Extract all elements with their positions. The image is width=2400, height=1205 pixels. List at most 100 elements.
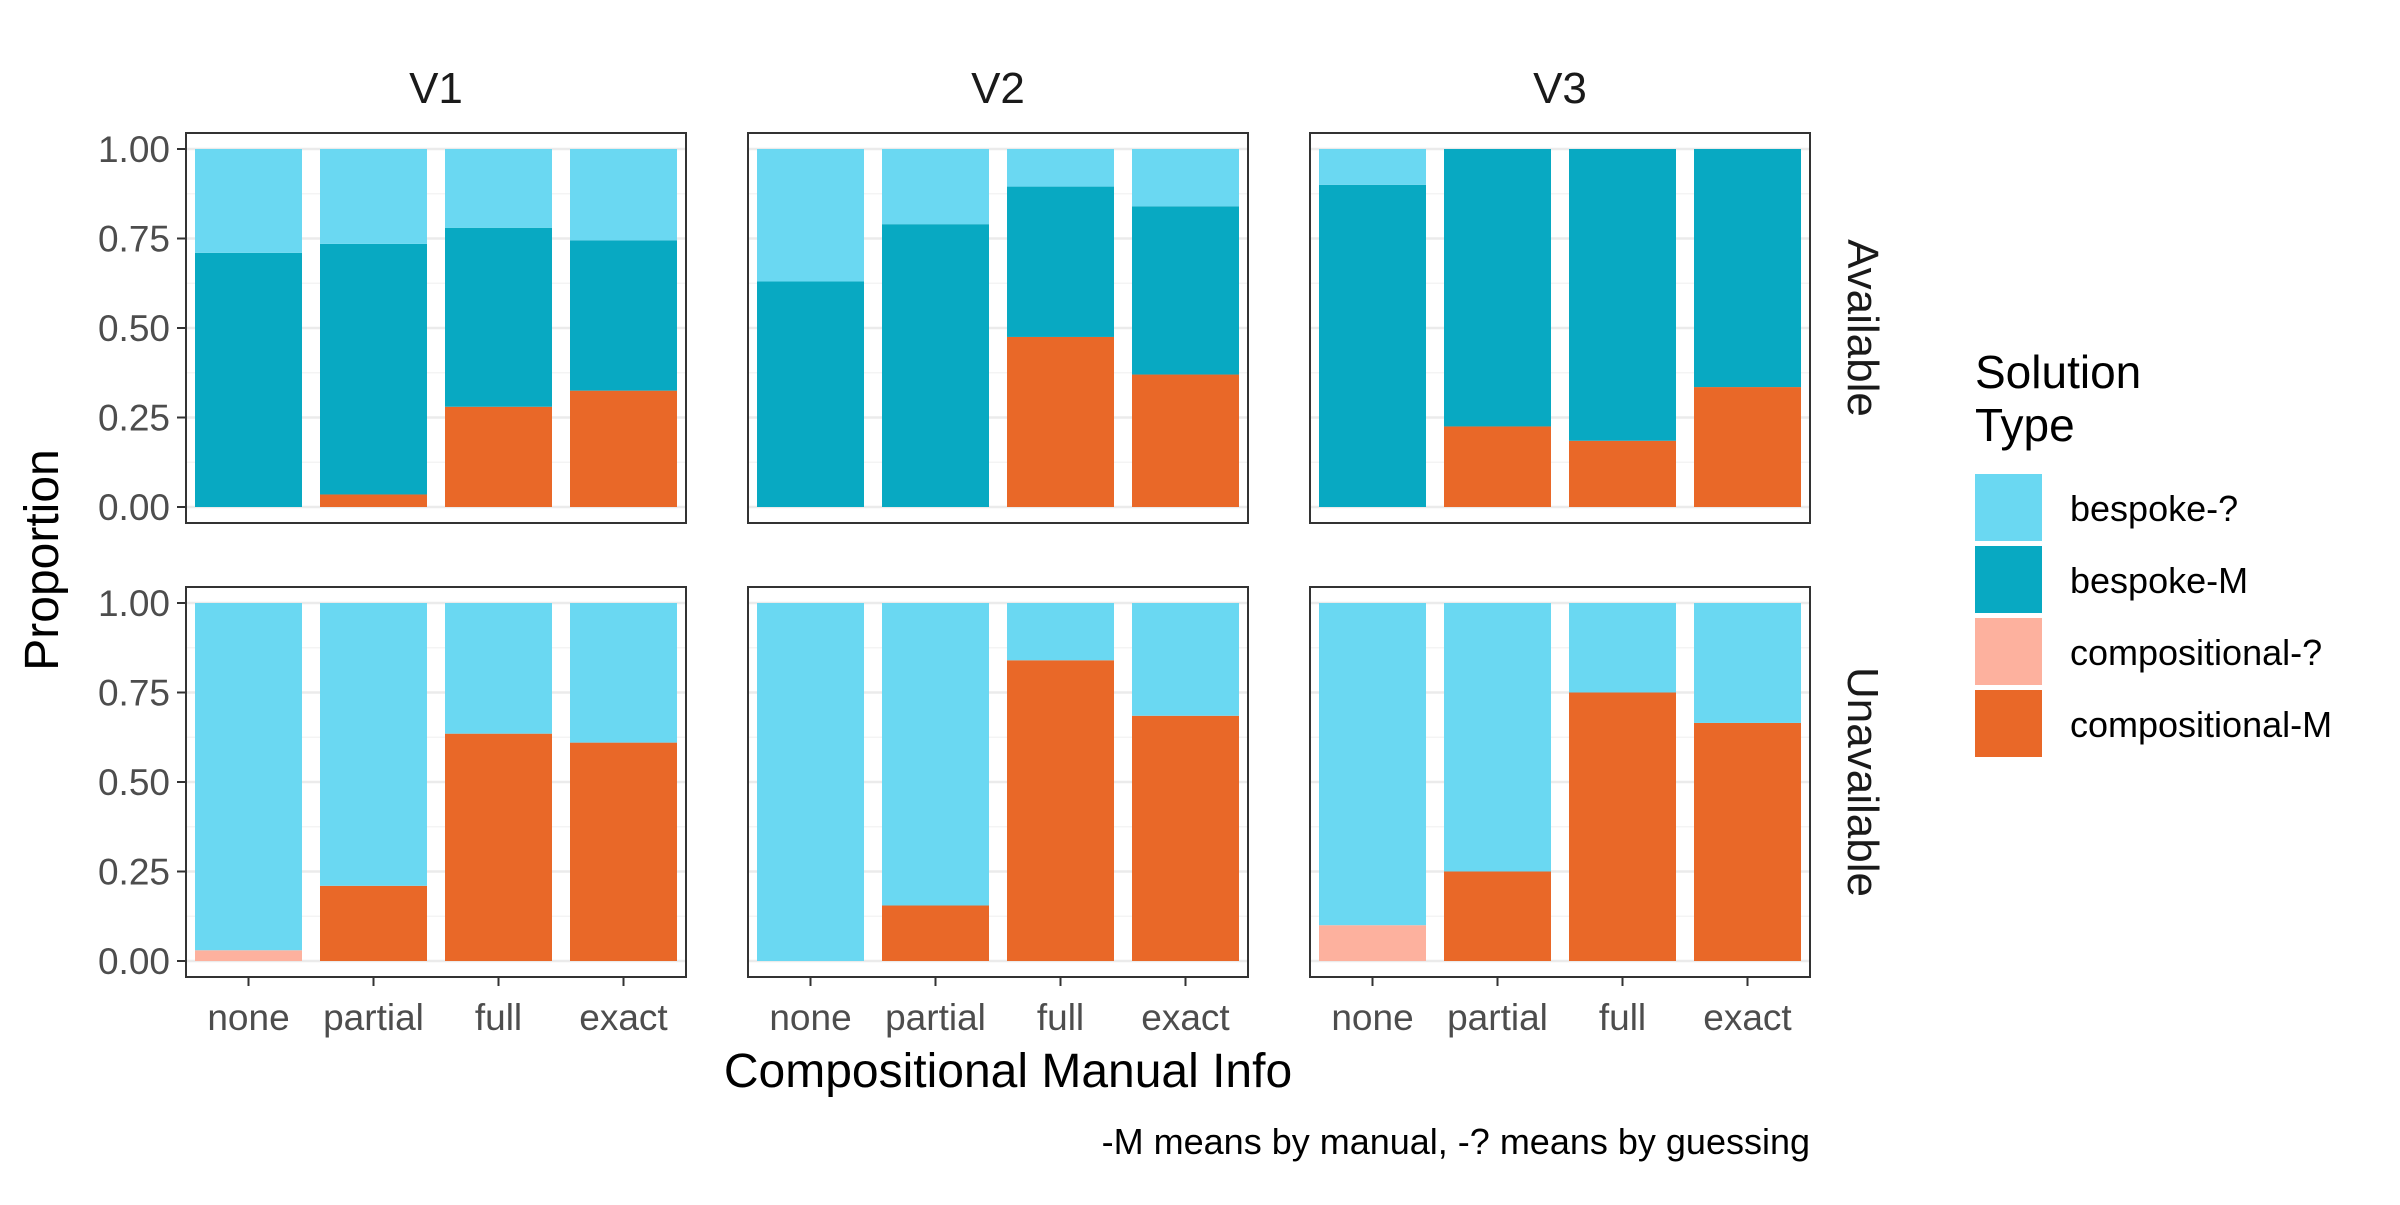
bar-segment-exact-compositional-m <box>570 390 677 507</box>
bar-segment-none-compositional-guess <box>1319 925 1426 961</box>
bar-segment-partial-bespoke-guess <box>882 603 989 906</box>
bar-segment-none-bespoke-guess <box>757 603 864 961</box>
bar-segment-full-bespoke-guess <box>1569 603 1676 693</box>
legend-label-compositional-m: compositional-M <box>2070 704 2332 745</box>
x-tick-label-full: full <box>1599 997 1646 1038</box>
x-tick-label-full: full <box>1037 997 1084 1038</box>
y-tick-label: 0.50 <box>98 762 170 803</box>
y-axis: 0.00 0.25 0.50 0.75 1.00 0.00 0.25 0.50 0.75 1.00 <box>98 129 186 982</box>
panel-border <box>747 132 1249 524</box>
legend-title-line-2: Type <box>1975 399 2075 451</box>
y-axis-title: Proportion <box>16 449 69 670</box>
bar-segment-partial-bespoke-guess <box>882 149 989 225</box>
panel-border <box>1309 586 1811 978</box>
bar-segment-partial-bespoke-m <box>1444 149 1551 427</box>
legend-key-bespoke-guess <box>1975 474 2042 541</box>
panel-border <box>747 586 1249 978</box>
y-tick-label: 1.00 <box>98 583 170 624</box>
bar-segment-exact-bespoke-m <box>1132 206 1239 375</box>
bar-segment-exact-bespoke-guess <box>570 603 677 743</box>
x-tick-label-full: full <box>475 997 522 1038</box>
y-tick-label: 0.00 <box>98 487 170 528</box>
bar-segment-full-compositional-m <box>445 733 552 961</box>
bar-segment-partial-compositional-m <box>320 885 427 961</box>
bar-segment-exact-bespoke-m <box>570 240 677 391</box>
bar-segment-none-bespoke-guess <box>757 149 864 282</box>
panel-v1-available <box>185 132 687 524</box>
bar-segment-none-bespoke-guess <box>1319 149 1426 185</box>
legend-key-bespoke-m <box>1975 546 2042 613</box>
bar-segment-full-compositional-m <box>1007 336 1114 507</box>
legend-key-compositional-m <box>1975 690 2042 757</box>
x-tick-label-none: none <box>1331 997 1413 1038</box>
bar-segment-none-bespoke-m <box>1319 184 1426 508</box>
legend-title-line-1: Solution <box>1975 346 2141 398</box>
bar-segment-full-compositional-m <box>1007 660 1114 961</box>
bar-segment-partial-compositional-m <box>320 494 427 507</box>
bar-segment-partial-compositional-m <box>1444 426 1551 507</box>
panel-border <box>1309 132 1811 524</box>
facet-column-label-v2: V2 <box>971 64 1025 113</box>
y-tick-label: 0.00 <box>98 941 170 982</box>
bar-segment-none-bespoke-m <box>757 281 864 507</box>
x-tick-label-none: none <box>769 997 851 1038</box>
bar-segment-full-bespoke-guess <box>445 149 552 228</box>
legend: Solution Type bespoke-? bespoke-M composit… <box>1975 346 2332 757</box>
legend-label-compositional-guess: compositional-? <box>2070 632 2322 673</box>
bar-segment-full-bespoke-m <box>1007 186 1114 337</box>
bar-segment-full-bespoke-guess <box>1007 149 1114 187</box>
facet-column-label-v3: V3 <box>1533 64 1587 113</box>
legend-label-bespoke-m: bespoke-M <box>2070 560 2248 601</box>
panel-v2-unavailable <box>747 586 1249 978</box>
bar-segment-full-bespoke-m <box>1569 149 1676 441</box>
x-tick-label-partial: partial <box>323 997 424 1038</box>
y-tick-label: 1.00 <box>98 129 170 170</box>
legend-label-bespoke-guess: bespoke-? <box>2070 488 2238 529</box>
facet-strips: V1 V2 V3 Available Unavailable <box>409 64 1887 897</box>
caption: -M means by manual, -? means by guessing <box>1102 1121 1810 1162</box>
bar-segment-full-bespoke-m <box>445 227 552 407</box>
facet-row-label-available: Available <box>1838 239 1887 417</box>
panel-v1-unavailable <box>185 586 687 978</box>
bar-segment-partial-bespoke-m <box>882 224 989 507</box>
x-tick-label-partial: partial <box>1447 997 1548 1038</box>
bar-segment-partial-bespoke-guess <box>320 149 427 244</box>
bar-segment-partial-bespoke-guess <box>1444 603 1551 872</box>
panel-v3-unavailable <box>1309 586 1811 978</box>
y-tick-label: 0.25 <box>98 852 170 893</box>
bar-segment-full-compositional-m <box>445 406 552 507</box>
bar-segment-exact-bespoke-guess <box>1694 603 1801 723</box>
bar-segment-exact-compositional-m <box>1132 715 1239 961</box>
bar-segment-full-compositional-m <box>1569 440 1676 507</box>
x-tick-label-exact: exact <box>579 997 668 1038</box>
x-tick-label-exact: exact <box>1141 997 1230 1038</box>
y-tick-label: 0.75 <box>98 673 170 714</box>
x-axis: none partial full exact none partial full exact… <box>207 977 1792 1038</box>
bar-segment-exact-compositional-m <box>1694 387 1801 507</box>
bar-segment-exact-bespoke-guess <box>1132 149 1239 207</box>
bar-segment-full-compositional-m <box>1569 692 1676 961</box>
x-axis-title: Compositional Manual Info <box>724 1045 1292 1098</box>
bar-segment-partial-bespoke-guess <box>320 603 427 886</box>
bar-segment-exact-compositional-m <box>1694 722 1801 961</box>
facet-row-label-unavailable: Unavailable <box>1838 667 1887 897</box>
bar-segment-none-bespoke-guess <box>195 603 302 951</box>
bar-segment-none-bespoke-guess <box>1319 603 1426 926</box>
x-tick-label-exact: exact <box>1703 997 1792 1038</box>
bar-segment-none-bespoke-m <box>195 252 302 507</box>
x-tick-label-none: none <box>207 997 289 1038</box>
y-tick-label: 0.50 <box>98 308 170 349</box>
y-tick-label: 0.75 <box>98 219 170 260</box>
bar-segment-exact-compositional-m <box>570 742 677 961</box>
bar-segment-none-bespoke-guess <box>195 149 302 253</box>
bar-segment-exact-compositional-m <box>1132 374 1239 507</box>
legend-key-compositional-guess <box>1975 618 2042 685</box>
panel-v2-available <box>747 132 1249 524</box>
y-tick-label: 0.25 <box>98 398 170 439</box>
facet-column-label-v1: V1 <box>409 64 463 113</box>
bar-segment-partial-compositional-m <box>882 905 989 961</box>
bar-segment-partial-bespoke-m <box>320 243 427 495</box>
bar-segment-exact-bespoke-guess <box>1132 603 1239 716</box>
bar-segment-none-compositional-guess <box>195 950 302 961</box>
